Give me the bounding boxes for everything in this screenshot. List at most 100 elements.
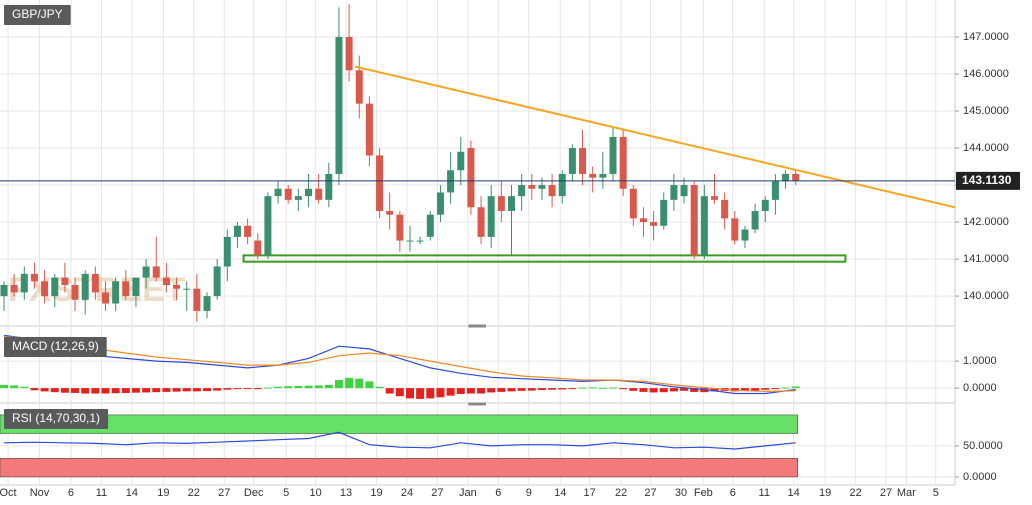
candle-body [51,277,59,297]
candle-body [416,240,424,242]
histogram-bar [213,388,222,391]
histogram-bar [639,388,648,392]
histogram-bar [284,386,293,389]
histogram-bar [131,388,140,393]
candle-body [690,185,698,256]
candle-body [193,288,201,311]
x-tick-label: 27 [880,487,892,499]
x-tick-label: 27 [644,487,656,499]
candle-body [274,188,282,197]
x-tick-label: 27 [218,487,230,499]
candle-body [20,273,28,293]
support-zone [242,254,847,263]
histogram-bar [406,388,414,399]
histogram-bar [0,384,8,389]
candle-body [711,196,718,200]
histogram-bar [568,388,577,390]
candle-body [71,284,79,300]
candle-body [0,284,8,297]
x-tick-label: 5 [283,487,289,499]
candle-body [528,185,536,189]
panel-title: GBP/JPY [4,5,71,25]
candle-body [650,222,658,226]
candle-body [497,196,505,211]
histogram-bar [162,388,171,392]
histogram-bar [81,388,90,394]
candle-body [589,173,597,178]
candle-body [457,151,465,171]
histogram-bar [497,388,506,392]
histogram-bar [761,388,770,390]
histogram-bar [50,388,59,393]
x-tick-label: 14 [554,487,566,499]
panel-title-bg [4,409,109,429]
candle-body [579,148,587,174]
histogram-bar [30,388,39,391]
candle-body [741,229,749,241]
candle-body [609,136,617,174]
histogram-bar [740,388,749,392]
x-tick-label: 10 [309,487,321,499]
histogram-bar [537,388,546,391]
histogram-bar [436,388,445,398]
x-tick-label: 19 [819,487,831,499]
candle-body [335,37,343,174]
candle-body [477,207,485,237]
y-tick-label: 141.0000 [963,253,1009,265]
histogram-bar [771,388,780,390]
histogram-bar [71,388,80,393]
histogram-bar [598,387,607,389]
histogram-bar [446,388,455,396]
y-tick-label: 50.0000 [963,440,1003,452]
histogram-bar [40,388,49,392]
candle-body [426,214,434,237]
candle-body [162,277,170,285]
candle-body [183,288,191,290]
x-tick-label: 14 [126,487,138,499]
candle-body [30,273,38,282]
histogram-bar [548,388,557,390]
y-tick-label: 0.0000 [963,382,997,394]
panel-title: RSI (14,70,30,1) [4,409,109,429]
histogram-bar [578,387,587,389]
panel-title: MACD (12,26,9) [4,337,107,357]
histogram-bar [324,384,333,389]
histogram-bar [385,388,394,394]
candle-body [680,185,688,197]
candle-body [173,284,181,289]
candle-body [660,199,668,226]
histogram-bar [669,388,678,392]
panel-title-bg [4,5,71,25]
histogram-bar [314,385,323,389]
x-tick-label: Dec [244,487,264,499]
histogram-bar [466,388,475,394]
x-tick-label: Oct [0,487,17,499]
panel-title-text: GBP/JPY [12,7,63,21]
x-tick-label: 19 [370,487,382,499]
x-tick-label: 6 [68,487,74,499]
x-tick-label: 9 [526,487,532,499]
histogram-bar [588,387,597,389]
candle-body [487,196,495,237]
oversold-zone [0,458,798,478]
histogram-bar [355,378,364,389]
candle-body [41,281,49,297]
x-tick-label: 19 [157,487,169,499]
candle-body [91,273,99,293]
candle-body [325,173,333,200]
histogram-bar [558,388,567,390]
candle-body [406,240,414,242]
candle-body [771,181,779,200]
histogram-bar [142,388,151,393]
trendline [354,65,956,209]
x-tick-label: 6 [495,487,501,499]
indicator-line [3,336,796,393]
histogram-bar [426,388,435,399]
candle-body [315,188,323,200]
histogram-bar [680,388,689,391]
candle-body [751,210,759,230]
histogram-bar [20,386,29,389]
histogram-bar [477,388,486,394]
candle-body [213,266,221,297]
candle-body [305,188,312,197]
